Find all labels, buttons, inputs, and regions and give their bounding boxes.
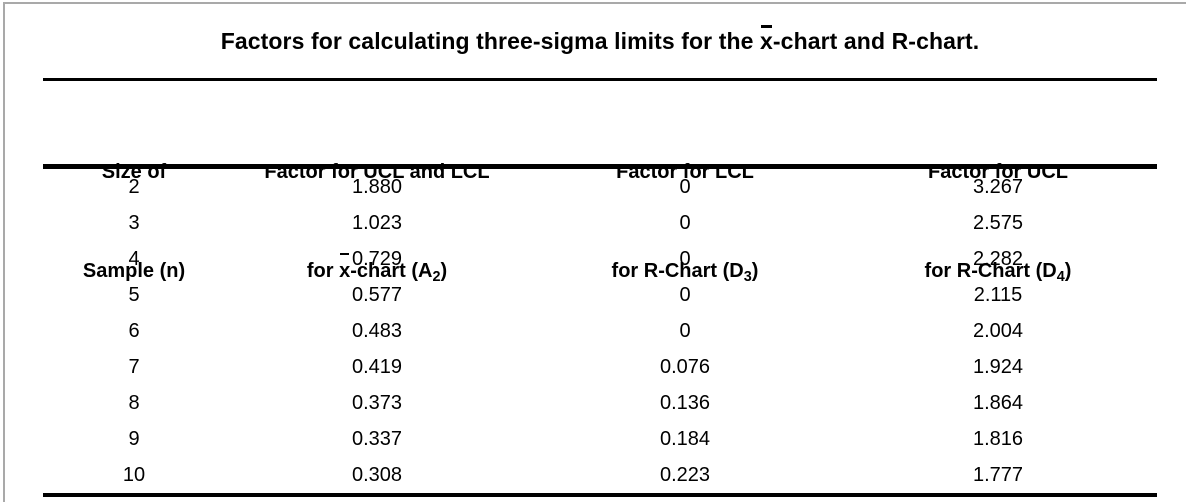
table-cell: 0.373 bbox=[351, 392, 403, 414]
header-line-1: Size of bbox=[101, 161, 167, 183]
header-text: ) bbox=[440, 260, 448, 282]
header-text: for R-Chart (D bbox=[924, 260, 1057, 282]
table-row: 9 0.337 0.184 1.816 bbox=[43, 421, 1157, 457]
header-line-1: Factor for UCL and LCL bbox=[264, 161, 490, 183]
subscript-2: 2 bbox=[432, 269, 441, 286]
table-cell: 0 bbox=[679, 320, 691, 342]
column-header-d3-factor: Factor for LCL for R-Chart (D3) bbox=[530, 90, 840, 360]
table-row: 8 0.373 0.136 1.864 bbox=[43, 385, 1157, 421]
title-text-prefix: Factors for calculating three-sigma limi… bbox=[220, 27, 761, 54]
table-cell: 9 bbox=[128, 428, 140, 450]
x-bar-symbol: x bbox=[339, 253, 351, 288]
table-cell: 0.483 bbox=[351, 320, 403, 342]
table-row: 3 1.023 0 2.575 bbox=[43, 205, 1157, 241]
table-cell: 0.136 bbox=[659, 392, 711, 414]
header-line-2: for x-chart (A2) bbox=[239, 253, 515, 294]
page-frame: Factors for calculating three-sigma limi… bbox=[3, 2, 1186, 502]
column-header-sample-size: Size of Sample (n) bbox=[28, 90, 240, 360]
table-row: 10 0.308 0.223 1.777 bbox=[43, 457, 1157, 493]
x-bar-char: x bbox=[339, 260, 351, 282]
x-bar-char: x bbox=[760, 27, 773, 54]
table-cell: 2.115 bbox=[973, 284, 1023, 306]
table-cell: 2.004 bbox=[972, 320, 1024, 342]
table-title: Factors for calculating three-sigma limi… bbox=[43, 4, 1157, 78]
table-cell: 7 bbox=[128, 356, 140, 378]
table-header-row: Size of Sample (n) Factor for UCL and LC… bbox=[43, 81, 1157, 285]
header-line-2: Sample (n) bbox=[82, 260, 186, 282]
table-cell: 0.184 bbox=[659, 428, 711, 450]
table-cell: 4 bbox=[128, 248, 140, 270]
subscript-4: 4 bbox=[1056, 269, 1065, 286]
table-cell: 1.023 bbox=[351, 212, 403, 234]
table-row: 7 0.419 0.076 1.924 bbox=[43, 349, 1157, 385]
header-bottom-rule bbox=[43, 164, 1157, 169]
column-header-a2-factor: Factor for UCL and LCL for x-chart (A2) bbox=[239, 90, 515, 360]
table-cell: 3 bbox=[128, 212, 140, 234]
title-text-suffix: -chart and R-chart. bbox=[772, 27, 980, 54]
header-text: for R-Chart (D bbox=[611, 260, 744, 282]
subscript-3: 3 bbox=[743, 269, 752, 286]
header-top-rule bbox=[43, 78, 1157, 81]
header-text: for bbox=[306, 260, 340, 282]
table-cell: 0.577 bbox=[351, 284, 403, 306]
table-cell: 0 bbox=[679, 176, 691, 198]
table-row: 6 0.483 0 2.004 bbox=[43, 313, 1157, 349]
table-cell: 0.223 bbox=[659, 464, 711, 486]
table-body: 2 1.880 0 3.267 3 1.023 0 2.575 4 0.729 0 2.282 5 0.5… bbox=[43, 169, 1157, 493]
table-cell: 1.777 bbox=[972, 464, 1024, 486]
table-row: 4 0.729 0 2.282 bbox=[43, 241, 1157, 277]
header-text: ) bbox=[751, 260, 759, 282]
table-cell: 0 bbox=[679, 284, 691, 306]
table-row: 2 1.880 0 3.267 bbox=[43, 169, 1157, 205]
table-cell: 1.880 bbox=[351, 176, 403, 198]
header-text: -chart (A bbox=[350, 260, 433, 282]
table-cell: 0.337 bbox=[351, 428, 403, 450]
table-cell: 1.816 bbox=[972, 428, 1024, 450]
header-line-1: Factor for UCL bbox=[928, 161, 1068, 183]
table-cell: 0.076 bbox=[659, 356, 711, 378]
table-cell: 2.282 bbox=[972, 248, 1024, 270]
column-header-d4-factor: Factor for UCL for R-Chart (D4) bbox=[841, 90, 1155, 360]
table-cell: 2 bbox=[128, 176, 140, 198]
table-row: 5 0.577 0 2.115 bbox=[43, 277, 1157, 313]
table-cell: 1.924 bbox=[972, 356, 1024, 378]
table-cell: 0 bbox=[679, 212, 691, 234]
header-line-1: Factor for LCL bbox=[616, 161, 754, 183]
header-text: ) bbox=[1064, 260, 1072, 282]
table-cell: 3.267 bbox=[972, 176, 1024, 198]
table-cell: 2.575 bbox=[972, 212, 1024, 234]
table-cell: 0.308 bbox=[351, 464, 403, 486]
header-line-2: for R-Chart (D4) bbox=[841, 255, 1155, 294]
table-cell: 10 bbox=[122, 464, 146, 486]
table-cell: 0.729 bbox=[351, 248, 403, 270]
table-cell: 5 bbox=[128, 284, 140, 306]
factors-table: Factors for calculating three-sigma limi… bbox=[43, 4, 1157, 497]
x-bar-symbol: x bbox=[760, 25, 773, 55]
header-line-2: for R-Chart (D3) bbox=[530, 255, 840, 294]
table-bottom-rule bbox=[43, 493, 1157, 497]
table-cell: 1.864 bbox=[972, 392, 1024, 414]
table-cell: 0.419 bbox=[351, 356, 403, 378]
table-cell: 6 bbox=[128, 320, 140, 342]
table-cell: 0 bbox=[679, 248, 691, 270]
table-cell: 8 bbox=[128, 392, 140, 414]
